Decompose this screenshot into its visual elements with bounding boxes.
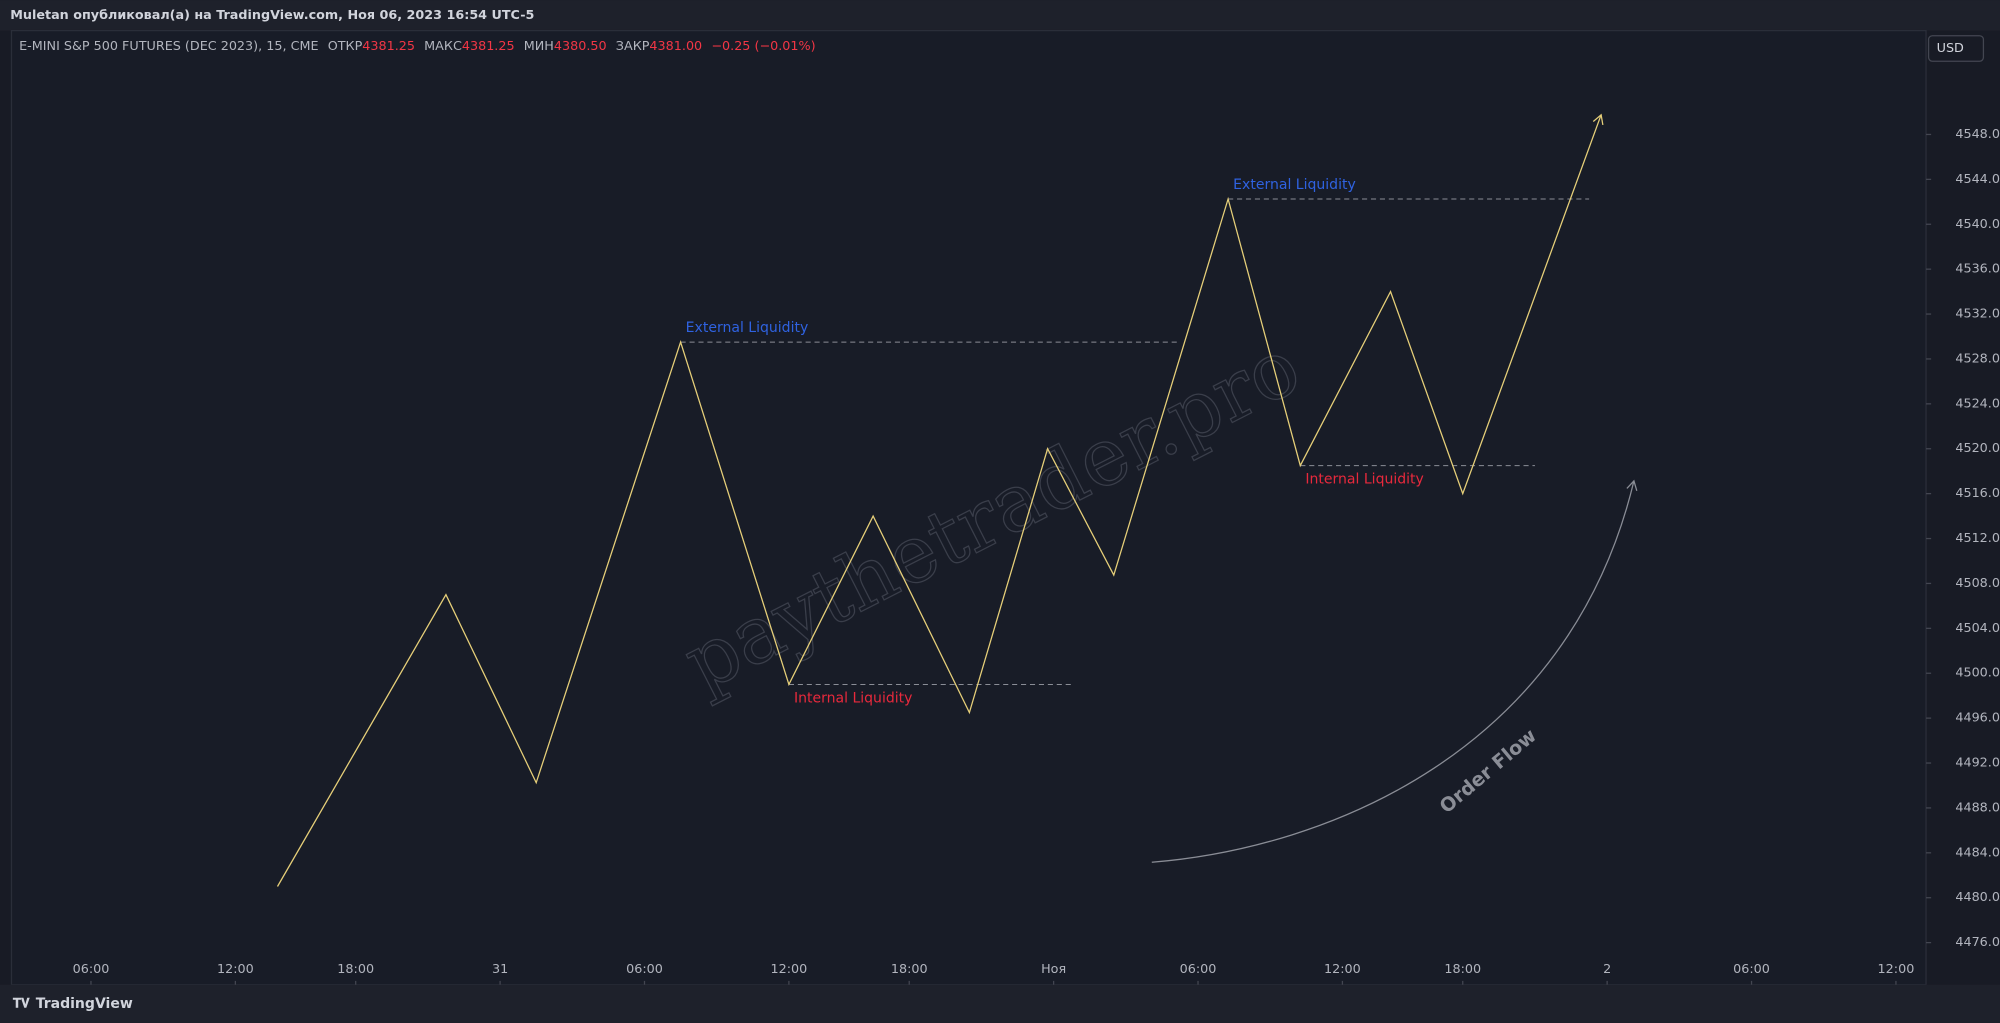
liquidity-label: External Liquidity — [686, 320, 809, 336]
y-tick-label: 4512.00 — [1955, 531, 2000, 546]
header-title: Muletan опубликовал(а) на TradingView.co… — [10, 8, 534, 23]
currency-button[interactable] — [1927, 35, 1985, 62]
price-line — [276, 113, 1604, 887]
y-tick-label: 4520.00 — [1955, 441, 2000, 456]
liquidity-label: External Liquidity — [1233, 177, 1356, 193]
y-tick-label: 4476.00 — [1955, 935, 2000, 950]
close-value: 4381.00 — [649, 38, 702, 53]
open-value: 4381.25 — [362, 38, 415, 53]
top-bar — [0, 0, 2000, 31]
y-tick-label: 4484.00 — [1955, 845, 2000, 860]
y-tick-label: 4480.00 — [1955, 890, 2000, 905]
y-tick-label: 4548.00 — [1955, 127, 2000, 142]
y-tick-label: 4544.00 — [1955, 172, 2000, 187]
y-tick-label: 4540.00 — [1955, 217, 2000, 232]
x-tick-label: Ноя — [1041, 962, 1066, 977]
y-tick-label: 4516.00 — [1955, 486, 2000, 501]
y-tick-label: 4508.00 — [1955, 576, 2000, 591]
liquidity-label: Internal Liquidity — [794, 690, 912, 706]
y-tick-label: 4504.00 — [1955, 621, 2000, 636]
x-tick-label: 18:00 — [337, 962, 374, 977]
x-tick-label: 06:00 — [626, 962, 663, 977]
x-tick-label: 12:00 — [771, 962, 808, 977]
y-tick-label: 4496.00 — [1955, 711, 2000, 726]
plot-area — [10, 29, 1927, 986]
x-tick-label: 06:00 — [1180, 962, 1217, 977]
x-tick-label: 06:00 — [1733, 962, 1770, 977]
footer-logo: 𝐓𝐕 — [13, 996, 30, 1011]
y-tick-label: 4492.00 — [1955, 756, 2000, 771]
bottom-bar — [0, 984, 2000, 1023]
y-tick-label: 4524.00 — [1955, 396, 2000, 411]
change: −0.25 (−0.01%) — [711, 38, 815, 53]
low-value: 4380.50 — [554, 38, 607, 53]
y-tick-label: 4500.00 — [1955, 666, 2000, 681]
liquidity-label: Internal Liquidity — [1305, 472, 1423, 488]
x-tick-label: 06:00 — [73, 962, 110, 977]
y-tick-label: 4488.00 — [1955, 800, 2000, 815]
x-tick-label: 12:00 — [1324, 962, 1361, 977]
x-tick-label: 12:00 — [217, 962, 254, 977]
high-label: МАКС — [424, 38, 462, 53]
high-value: 4381.25 — [462, 38, 515, 53]
legend: E-MINI S&P 500 FUTURES (DEC 2023), 15, C… — [19, 38, 815, 53]
close-label: ЗАКР — [616, 38, 650, 53]
x-tick-label: 18:00 — [1444, 962, 1481, 977]
currency-label[interactable]: USD — [1937, 41, 1964, 56]
x-tick-label: 31 — [492, 962, 508, 977]
y-tick-label: 4536.00 — [1955, 262, 2000, 277]
x-tick-label: 2 — [1603, 962, 1611, 977]
low-label: МИН — [524, 38, 554, 53]
y-tick-label: 4528.00 — [1955, 351, 2000, 366]
footer-brand: TradingView — [36, 996, 133, 1012]
open-label: ОТКР — [328, 38, 363, 53]
order-flow-arrow — [1151, 479, 1638, 863]
y-tick-label: 4532.00 — [1955, 307, 2000, 322]
x-tick-label: 12:00 — [1878, 962, 1915, 977]
symbol: E-MINI S&P 500 FUTURES (DEC 2023), 15, C… — [19, 38, 318, 53]
x-tick-label: 18:00 — [891, 962, 928, 977]
